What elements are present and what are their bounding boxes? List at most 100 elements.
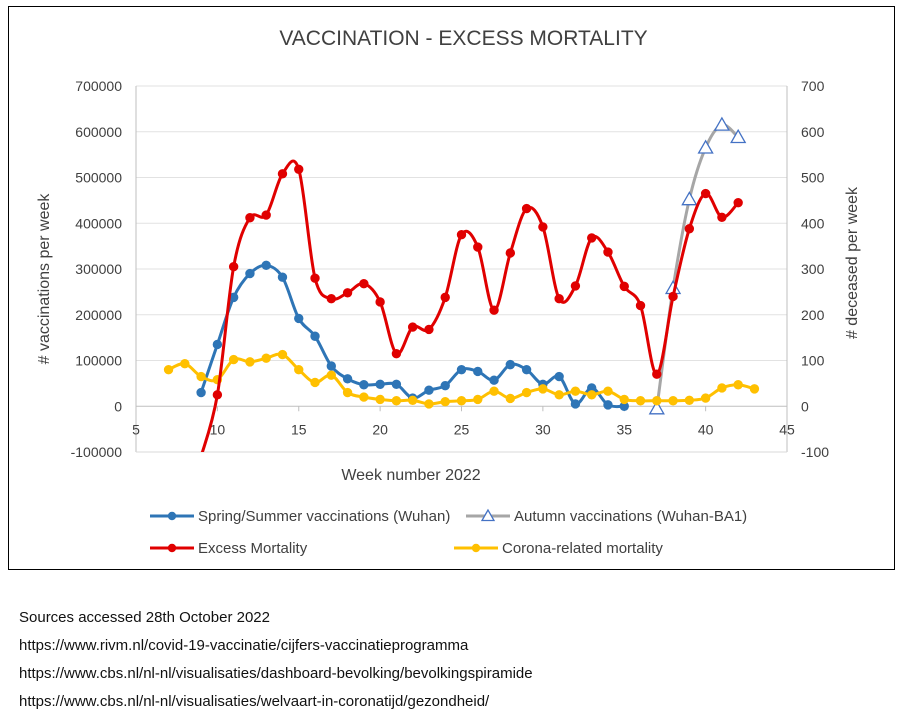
chart-frame: VACCINATION - EXCESS MORTALITY -100000 0 10… xyxy=(8,6,895,570)
data-point-corona-mortality xyxy=(277,349,288,360)
data-point-excess-mortality xyxy=(228,262,239,272)
data-point-excess-mortality xyxy=(200,451,203,452)
data-point-corona-mortality xyxy=(228,354,239,365)
data-point-corona-mortality xyxy=(489,386,499,396)
source-link-cbs-bevolking[interactable]: https://www.cbs.nl/nl-nl/visualisaties/d… xyxy=(19,665,533,682)
data-point-spring-vaccinations xyxy=(424,385,434,395)
data-point-spring-vaccinations xyxy=(277,272,288,282)
legend-label: Corona-related mortality xyxy=(502,540,663,557)
data-point-spring-vaccinations xyxy=(570,399,581,409)
data-point-corona-mortality xyxy=(554,390,564,400)
data-point-corona-mortality xyxy=(587,390,597,400)
data-point-autumn-vaccinations xyxy=(697,139,714,154)
x-tick-label: 35 xyxy=(616,421,632,437)
legend-swatch-marker xyxy=(480,508,496,522)
y-left-tick-label: 200000 xyxy=(75,307,122,323)
legend-item-spring-vaccinations: Spring/Summer vaccinations (Wuhan) xyxy=(150,508,450,525)
data-point-corona-mortality xyxy=(245,357,255,367)
x-tick-label: 20 xyxy=(372,421,388,437)
data-point-corona-mortality xyxy=(326,370,336,380)
data-point-corona-mortality xyxy=(342,387,353,398)
series-excess-mortality xyxy=(200,159,743,452)
y-left-tick-label: 300000 xyxy=(75,261,122,277)
data-point-spring-vaccinations xyxy=(375,379,385,389)
data-point-corona-mortality xyxy=(521,387,532,398)
data-point-corona-mortality xyxy=(570,386,581,396)
data-point-excess-mortality xyxy=(326,294,336,304)
data-point-excess-mortality xyxy=(375,297,385,307)
y-right-tick-label: 500 xyxy=(801,170,825,186)
data-point-excess-mortality xyxy=(473,242,483,252)
data-point-excess-mortality xyxy=(212,390,223,400)
data-point-corona-mortality xyxy=(603,386,613,396)
source-link-cbs-gezondheid[interactable]: https://www.cbs.nl/nl-nl/visualisaties/w… xyxy=(19,693,490,710)
data-point-spring-vaccinations xyxy=(521,364,532,375)
data-point-corona-mortality xyxy=(294,364,304,375)
x-tick-label: 45 xyxy=(779,421,795,437)
legend-label: Spring/Summer vaccinations (Wuhan) xyxy=(198,508,450,525)
data-point-spring-vaccinations xyxy=(505,359,516,370)
data-point-excess-mortality xyxy=(717,212,727,223)
series-line-spring-vaccinations xyxy=(199,263,626,409)
data-point-corona-mortality xyxy=(196,371,206,382)
data-point-spring-vaccinations xyxy=(245,268,255,279)
data-point-excess-mortality xyxy=(635,300,646,311)
data-point-corona-mortality xyxy=(717,383,727,393)
data-point-corona-mortality xyxy=(424,399,434,409)
data-point-excess-mortality xyxy=(603,247,613,257)
data-point-corona-mortality xyxy=(375,394,385,405)
y-left-axis-label: # vaccinations per week xyxy=(36,193,53,365)
y-left-tick-label: 600000 xyxy=(75,124,122,140)
sources-heading: Sources accessed 28th October 2022 xyxy=(19,609,270,626)
data-point-corona-mortality xyxy=(635,396,646,406)
data-point-corona-mortality xyxy=(180,359,190,369)
data-point-autumn-vaccinations xyxy=(730,128,747,144)
x-tick-label: 5 xyxy=(132,421,140,437)
series-corona-mortality xyxy=(163,349,760,409)
data-point-excess-mortality xyxy=(245,213,255,223)
series-line-excess-mortality xyxy=(200,159,740,452)
data-point-corona-mortality xyxy=(473,394,483,405)
legend-label: Autumn vaccinations (Wuhan-BA1) xyxy=(514,508,747,525)
legend-swatch-marker xyxy=(471,543,481,553)
data-point-excess-mortality xyxy=(342,288,353,298)
data-point-excess-mortality xyxy=(652,369,662,379)
y-right-tick-label: 0 xyxy=(801,398,809,414)
data-point-corona-mortality xyxy=(456,396,467,406)
data-point-spring-vaccinations xyxy=(196,387,206,398)
data-point-excess-mortality xyxy=(424,324,434,335)
data-point-spring-vaccinations xyxy=(261,260,271,271)
data-point-excess-mortality xyxy=(733,197,743,208)
series-spring-vaccinations xyxy=(196,260,629,411)
data-point-corona-mortality xyxy=(391,396,402,406)
data-point-excess-mortality xyxy=(310,273,320,283)
data-point-corona-mortality xyxy=(684,395,695,406)
legend-swatch-marker xyxy=(167,511,177,521)
y-left-tick-label: 500000 xyxy=(75,170,122,186)
x-tick-label: 10 xyxy=(210,421,226,437)
y-right-tick-label: 300 xyxy=(801,261,825,277)
data-point-excess-mortality xyxy=(554,294,564,304)
data-point-excess-mortality xyxy=(277,169,288,179)
data-point-corona-mortality xyxy=(733,380,743,390)
source-link-rivm[interactable]: https://www.rivm.nl/covid-19-vaccinatie/… xyxy=(19,637,469,654)
data-point-excess-mortality xyxy=(359,278,369,289)
x-tick-label: 25 xyxy=(454,421,470,437)
y-right-tick-label: 100 xyxy=(801,353,825,369)
y-right-axis-label: # deceased per week xyxy=(844,186,861,339)
x-tick-label: 15 xyxy=(291,421,307,437)
data-point-excess-mortality xyxy=(570,281,581,291)
series-line-autumn-vaccinations xyxy=(655,123,740,411)
y-left-tick-label: -100000 xyxy=(71,444,123,460)
y-right-tick-label: 600 xyxy=(801,124,825,140)
data-point-corona-mortality xyxy=(538,384,548,394)
x-tick-label: 30 xyxy=(535,421,551,437)
data-point-corona-mortality xyxy=(749,384,760,394)
y-left-tick-label: 700000 xyxy=(75,78,122,94)
data-point-corona-mortality xyxy=(700,393,711,403)
legend-label: Excess Mortality xyxy=(198,540,308,557)
data-point-spring-vaccinations xyxy=(489,375,499,385)
x-axis-label: Week number 2022 xyxy=(341,467,480,484)
data-point-spring-vaccinations xyxy=(342,374,353,384)
data-point-spring-vaccinations xyxy=(310,331,320,341)
